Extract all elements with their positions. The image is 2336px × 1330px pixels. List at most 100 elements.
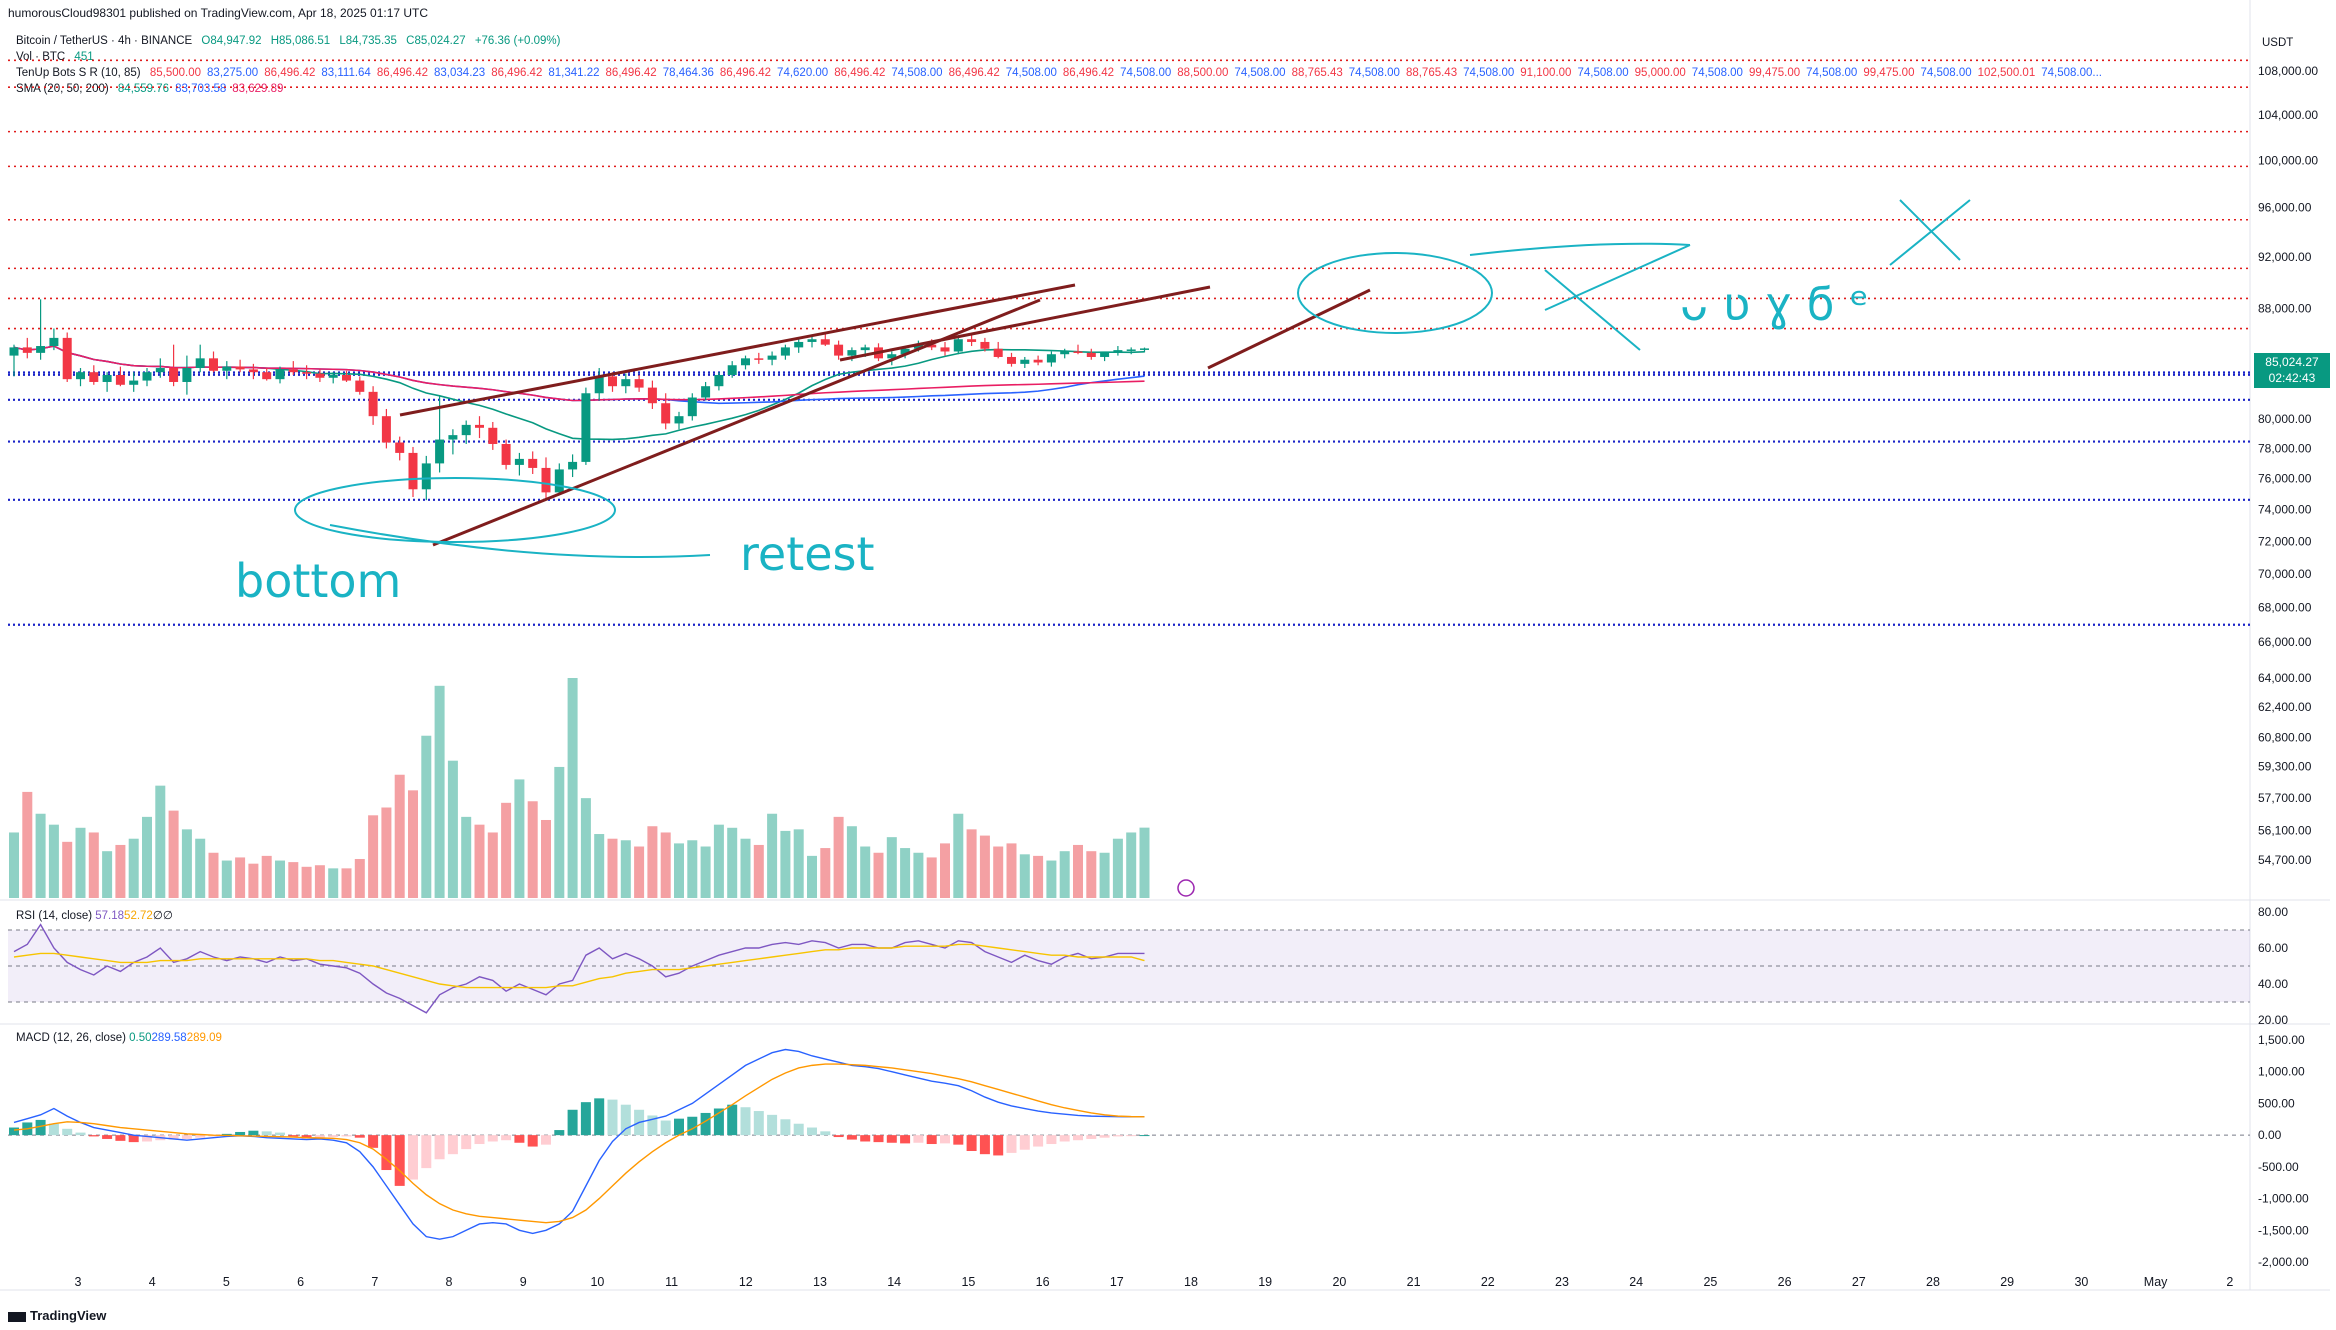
tradingview-logo[interactable]: TradingView <box>8 1308 106 1323</box>
rsi-legend[interactable]: RSI (14, close) 57.1852.72∅∅ <box>16 908 173 922</box>
macd-histogram-bar <box>235 1131 246 1136</box>
volume-bar <box>780 830 791 898</box>
target-scribble: ᴗ ʋ ɣ ϭ ᵉ <box>1680 277 1869 331</box>
macd-legend[interactable]: MACD (12, 26, close) 0.50289.58289.09 <box>16 1032 222 1044</box>
macd-histogram-bar <box>740 1107 751 1136</box>
volume-bar <box>580 798 591 898</box>
macd-histogram-bar <box>554 1130 565 1136</box>
tenup-value: 74,508.00 <box>1806 67 1858 79</box>
candle-body <box>209 358 218 371</box>
tenup-value: 86,496.42 <box>719 67 772 79</box>
macd-histogram-bar <box>900 1135 911 1144</box>
x-tick-label: 28 <box>1926 1275 1940 1289</box>
volume-bar <box>620 840 631 898</box>
candle-body <box>22 347 32 353</box>
candle-body <box>953 339 963 352</box>
x-tick-label: 26 <box>1778 1275 1792 1289</box>
volume-bar <box>514 779 525 898</box>
macd-histogram-bar <box>1112 1135 1123 1137</box>
y-tick-label: 70,000.00 <box>2258 567 2312 581</box>
volume-bar <box>753 844 764 898</box>
candle-body <box>568 461 578 470</box>
x-tick-label: 2 <box>2226 1275 2233 1289</box>
volume-bar <box>48 824 59 898</box>
x-tick-label: 8 <box>446 1275 453 1289</box>
candle-body <box>701 386 711 398</box>
x-tick-label: 12 <box>739 1275 753 1289</box>
candle-body <box>900 348 910 355</box>
candle-body <box>993 348 1003 357</box>
tenup-label: TenUp Bots S R (10, 85) <box>16 67 141 79</box>
tenup-value: 88,765.43 <box>1405 67 1458 79</box>
macd-histogram-bar <box>713 1108 724 1136</box>
symbol-legend[interactable]: Bitcoin / TetherUS · 4h · BINANCE O84,94… <box>16 34 566 49</box>
macd-histogram-bar <box>408 1135 418 1180</box>
candle-body <box>634 379 644 388</box>
tenup-value: 86,496.42 <box>1062 67 1115 79</box>
alert-icon <box>1177 879 1195 897</box>
tenup-legend[interactable]: TenUp Bots S R (10, 85) 85,500.00 83,275.… <box>16 66 2108 81</box>
candle-body <box>767 355 777 360</box>
macd-histogram-bar <box>700 1112 711 1136</box>
candles <box>9 299 1149 501</box>
y-tick-label: 64,000.00 <box>2258 671 2312 685</box>
macd-histogram-bar <box>527 1135 538 1147</box>
macd-histogram-bar <box>1046 1135 1057 1145</box>
candle-body <box>142 372 152 381</box>
x-tick-label: 17 <box>1110 1275 1124 1289</box>
macd-histogram-bar <box>993 1135 1004 1156</box>
y-tick-label: 60,800.00 <box>2258 730 2312 744</box>
candle-body <box>262 372 272 380</box>
candle-body <box>302 372 312 374</box>
macd-histogram-bar <box>674 1118 684 1136</box>
tenup-value: 74,508.00 <box>1234 67 1286 79</box>
macd-histogram-bar <box>607 1099 618 1136</box>
candle-body <box>674 416 684 424</box>
y-tick-label: 72,000.00 <box>2258 534 2312 548</box>
macd-histogram-bar <box>288 1135 299 1137</box>
trendline-lower <box>432 298 1041 547</box>
macd-histogram-bar <box>979 1135 990 1155</box>
candle-body <box>169 368 179 382</box>
candle-body <box>847 350 857 356</box>
x-tick-label: 6 <box>297 1275 304 1289</box>
ohlc-open: O84,947.92 <box>201 35 262 47</box>
macd-histogram-bar <box>780 1119 791 1136</box>
macd-histogram-bar <box>514 1135 525 1143</box>
candle-body <box>448 435 458 440</box>
candle-body <box>328 374 338 378</box>
tenup-value: 83,034.23 <box>434 67 486 79</box>
macd-histogram-bar <box>727 1104 738 1136</box>
candle-body <box>1140 348 1149 350</box>
candle-body <box>820 339 830 345</box>
volume-bar <box>926 857 937 898</box>
symbol-title: Bitcoin / TetherUS · 4h · BINANCE <box>16 35 193 47</box>
volume-bar <box>381 807 392 898</box>
macd-histogram-bar <box>195 1135 206 1138</box>
volume-bar <box>634 846 645 898</box>
candle-body <box>967 339 977 342</box>
bottom-swoosh <box>329 524 711 558</box>
volume-bar <box>727 827 738 898</box>
macd-histogram-bar <box>248 1130 259 1136</box>
volume-bar <box>713 824 724 898</box>
tenup-value: 83,275.00 <box>207 67 259 79</box>
currency-label[interactable]: USDT <box>2262 37 2294 49</box>
macd-signal-line <box>13 1063 1145 1224</box>
tenup-value: 74,508.00 <box>1577 67 1629 79</box>
volume-bar <box>1073 844 1083 898</box>
macd-tick-label: -1,500.00 <box>2258 1223 2309 1237</box>
volume-bar <box>221 860 232 898</box>
volume-bar <box>261 855 272 898</box>
volume-bar <box>235 857 246 898</box>
y-tick-label: 62,400.00 <box>2258 700 2312 714</box>
x-tick-label: 22 <box>1481 1275 1495 1289</box>
macd-histogram-bar <box>753 1111 764 1136</box>
vol-legend[interactable]: Vol · BTC 451 <box>16 50 100 65</box>
volume-bar <box>408 790 418 898</box>
candle-body <box>315 373 325 378</box>
sma-legend[interactable]: SMA (20, 50, 200) 84,559.76 83,703.58 83,6… <box>16 82 289 97</box>
volume-bar <box>421 735 432 898</box>
volume-bar <box>1033 855 1044 898</box>
